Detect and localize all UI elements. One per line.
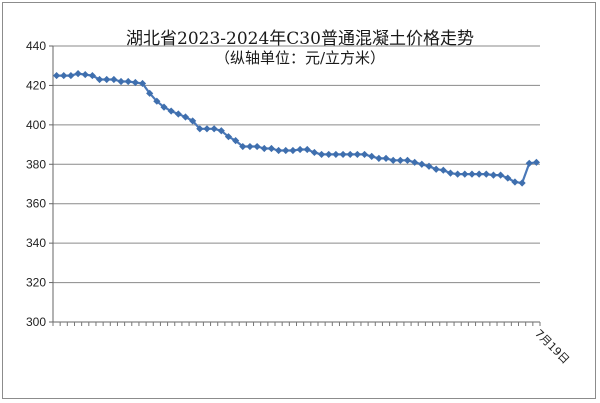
data-point xyxy=(325,150,333,159)
data-point xyxy=(210,125,218,133)
data-point xyxy=(353,150,361,159)
data-point xyxy=(138,79,147,88)
data-point xyxy=(131,78,139,87)
data-point xyxy=(88,71,96,80)
data-point xyxy=(117,77,125,86)
data-point xyxy=(446,169,455,177)
data-point xyxy=(282,146,290,155)
data-point xyxy=(153,97,161,105)
y-tick-label: 300 xyxy=(26,315,46,329)
data-point xyxy=(346,150,354,159)
y-tick-labels: 300 320 340 360 380 400 420 440 xyxy=(26,39,46,329)
data-point xyxy=(511,178,519,186)
data-point xyxy=(217,127,225,135)
chart-subtitle: （纵轴单位：元/立方米） xyxy=(214,49,386,67)
data-point xyxy=(532,158,541,166)
y-tick-label: 420 xyxy=(26,78,46,92)
y-tick-label: 380 xyxy=(26,157,46,171)
data-point xyxy=(504,174,512,182)
data-point xyxy=(296,145,304,154)
y-tick-label: 440 xyxy=(26,39,46,53)
data-point xyxy=(203,125,211,133)
data-point xyxy=(332,150,340,159)
data-point xyxy=(232,137,240,145)
data-point xyxy=(368,152,376,160)
data-point xyxy=(482,170,490,178)
axes xyxy=(49,45,541,326)
data-point xyxy=(418,160,426,168)
y-tick-label: 360 xyxy=(26,197,46,211)
data-point xyxy=(432,165,440,173)
chart-frame xyxy=(2,2,596,399)
data-point xyxy=(146,89,154,97)
data-point xyxy=(525,159,533,167)
x-tick-labels: 7月19日 xyxy=(532,327,572,367)
data-point xyxy=(475,170,483,178)
data-point xyxy=(274,146,283,155)
data-point xyxy=(95,75,104,84)
data-point xyxy=(103,75,111,84)
data-point xyxy=(317,150,326,159)
data-point xyxy=(246,142,254,151)
series-group xyxy=(52,70,541,187)
data-point xyxy=(360,150,369,159)
data-point xyxy=(439,166,447,174)
data-point xyxy=(74,70,82,78)
data-point xyxy=(382,154,390,162)
data-point xyxy=(181,113,190,121)
data-point xyxy=(189,117,197,125)
data-point xyxy=(60,71,68,80)
series-line xyxy=(56,72,537,185)
data-point xyxy=(110,75,118,84)
data-point xyxy=(411,158,419,166)
data-point xyxy=(174,110,182,118)
data-point xyxy=(303,145,311,154)
data-point xyxy=(375,154,383,162)
data-point xyxy=(224,133,233,141)
data-point xyxy=(425,162,433,170)
data-point xyxy=(497,171,505,179)
data-point xyxy=(160,103,168,111)
data-point xyxy=(67,71,75,80)
data-point xyxy=(461,170,469,178)
gridlines xyxy=(53,45,540,323)
data-point xyxy=(167,107,175,115)
y-tick-label: 400 xyxy=(26,118,46,132)
data-point xyxy=(403,156,412,164)
data-point xyxy=(518,179,526,187)
data-point xyxy=(52,71,61,80)
data-point xyxy=(389,156,397,164)
data-point xyxy=(124,77,132,86)
data-point xyxy=(489,171,498,179)
data-point xyxy=(239,142,247,151)
data-point xyxy=(289,146,297,155)
data-point xyxy=(468,170,476,178)
data-point xyxy=(196,125,204,133)
data-point xyxy=(339,150,347,159)
data-point xyxy=(81,70,89,79)
data-point xyxy=(396,156,404,164)
data-point xyxy=(267,144,276,153)
x-tick-label-last: 7月19日 xyxy=(532,327,572,367)
data-point xyxy=(454,170,462,178)
chart-title: 湖北省2023-2024年C30普通混凝土价格走势 xyxy=(126,29,474,49)
y-tick-label: 320 xyxy=(26,276,46,290)
data-point xyxy=(310,148,319,157)
y-tick-label: 340 xyxy=(26,236,46,250)
data-point xyxy=(260,144,268,153)
data-point xyxy=(253,142,261,151)
